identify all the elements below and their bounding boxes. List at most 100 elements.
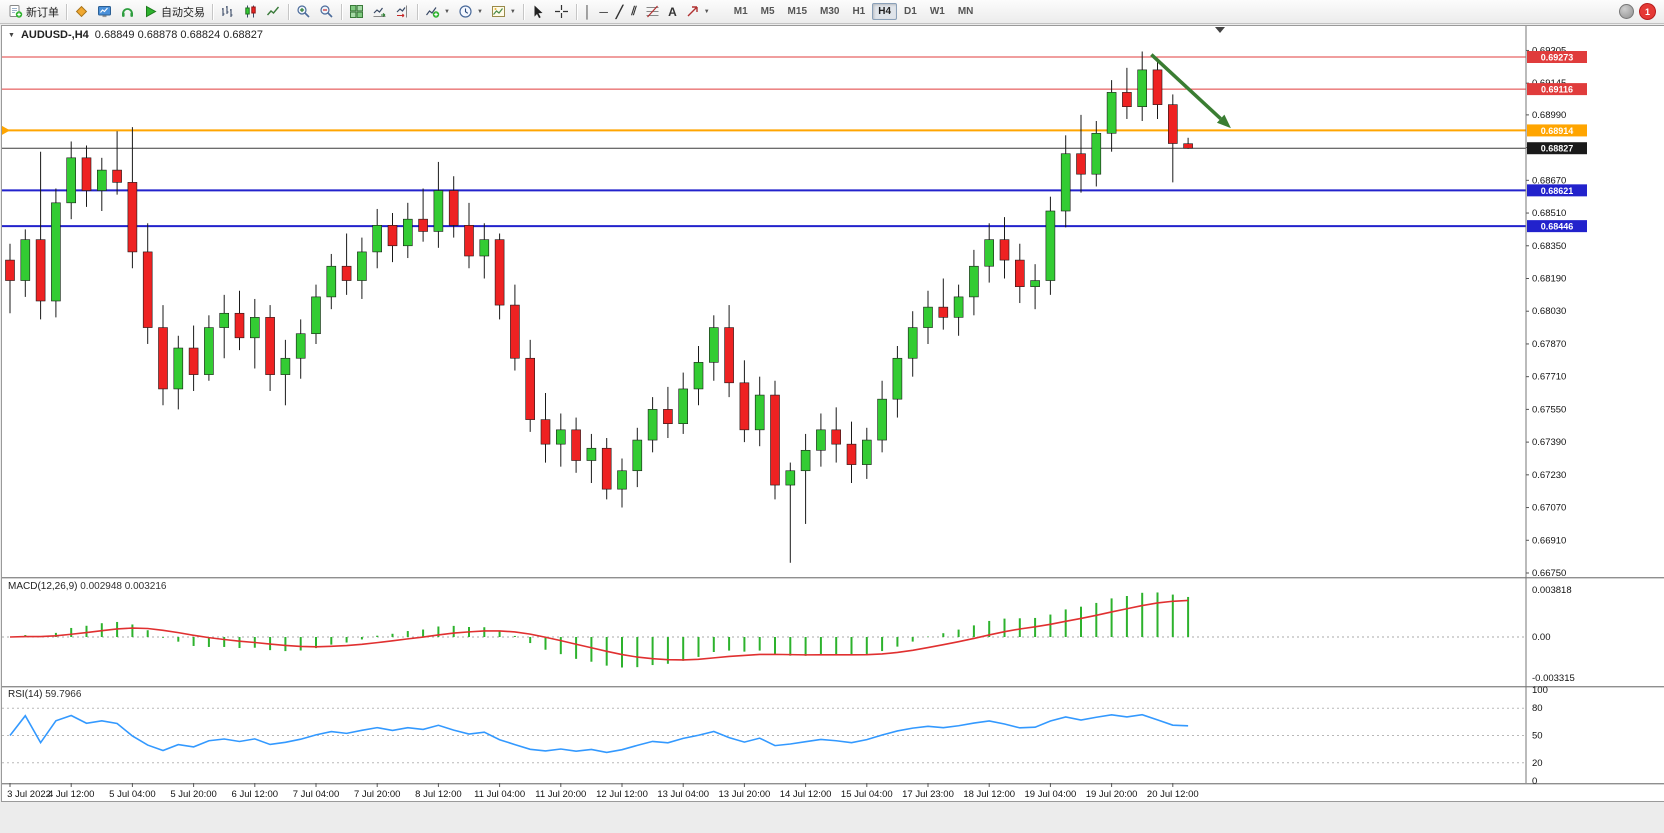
svg-text:20: 20: [1532, 758, 1543, 769]
timeframe-w1-button[interactable]: W1: [924, 3, 951, 20]
line-chart-mode-button[interactable]: [262, 2, 285, 22]
svg-text:0.67870: 0.67870: [1532, 339, 1566, 350]
status-icon[interactable]: [1619, 4, 1634, 19]
pane-separator: [2, 686, 1664, 688]
svg-text:6 Jul 12:00: 6 Jul 12:00: [232, 789, 278, 800]
vertical-line-tool-button[interactable]: │: [580, 2, 596, 22]
chart-window[interactable]: 0.693050.691450.689900.688300.686700.685…: [1, 25, 1664, 802]
rsi-label: RSI(14) 59.7966: [8, 689, 81, 700]
candlestick-mode-button[interactable]: [239, 2, 262, 22]
price-badge: 0.68621: [1527, 184, 1587, 197]
svg-text:11 Jul 20:00: 11 Jul 20:00: [535, 789, 586, 800]
timeframe-m5-button[interactable]: M5: [755, 3, 781, 20]
rsi-pane: 100 80 50 20 0: [2, 685, 1548, 787]
horizontal-line-tool-button[interactable]: ─: [595, 2, 612, 22]
line-chart-icon: [266, 6, 280, 16]
timeframe-m1-button[interactable]: M1: [728, 3, 754, 20]
timeframe-d1-button[interactable]: D1: [898, 3, 923, 20]
timeframe-m30-button[interactable]: M30: [814, 3, 845, 20]
text-tool-button[interactable]: A: [664, 2, 681, 22]
svg-text:0.68990: 0.68990: [1532, 110, 1566, 121]
svg-text:3 Jul 2022: 3 Jul 2022: [7, 789, 51, 800]
rsi-value: 59.7966: [45, 689, 82, 700]
indicators-button[interactable]: ▼: [421, 2, 454, 22]
arrows-caret-icon: ▼: [703, 8, 710, 15]
autotrading-button[interactable]: 自动交易: [139, 2, 209, 22]
metaeditor-button[interactable]: [70, 2, 93, 22]
timeframe-h4-button[interactable]: H4: [872, 3, 898, 20]
macd-values: 0.002948 0.003216: [80, 581, 167, 592]
auto-scroll-button[interactable]: [368, 2, 391, 22]
crosshair-icon: [554, 5, 568, 18]
autotrading-play-icon: [146, 5, 157, 18]
ohlc-toggle-icon[interactable]: ▼: [8, 31, 15, 39]
macd-name: MACD(12,26,9): [8, 581, 78, 592]
bar-chart-mode-button[interactable]: [216, 2, 239, 22]
zoom-out-icon: [320, 5, 333, 18]
text-tool-icon: A: [668, 4, 677, 19]
svg-text:0.69116: 0.69116: [1541, 85, 1573, 95]
pane-separator: [2, 783, 1664, 785]
timeframe-h1-button[interactable]: H1: [846, 3, 871, 20]
svg-text:0.68030: 0.68030: [1532, 306, 1566, 317]
trendline-icon: ╱: [615, 4, 624, 19]
svg-text:0.69273: 0.69273: [1541, 53, 1574, 63]
svg-text:14 Jul 12:00: 14 Jul 12:00: [780, 789, 832, 800]
svg-text:7 Jul 20:00: 7 Jul 20:00: [354, 789, 400, 800]
price-badge: 0.68827: [1527, 142, 1587, 155]
svg-text:0.68914: 0.68914: [1541, 126, 1574, 136]
cursor-tool-button[interactable]: [527, 2, 550, 22]
svg-text:50: 50: [1532, 731, 1543, 742]
svg-text:0.67070: 0.67070: [1532, 503, 1566, 514]
notifications-badge[interactable]: 1: [1639, 3, 1656, 20]
trend-arrow-annotation[interactable]: [1150, 53, 1231, 129]
svg-text:0.00: 0.00: [1532, 632, 1551, 643]
chart-shift-button[interactable]: [391, 2, 414, 22]
svg-text:0.67550: 0.67550: [1532, 404, 1566, 415]
svg-text:15 Jul 04:00: 15 Jul 04:00: [841, 789, 893, 800]
svg-text:0.68827: 0.68827: [1541, 144, 1574, 154]
svg-text:19 Jul 04:00: 19 Jul 04:00: [1025, 789, 1077, 800]
timeframe-mn-button[interactable]: MN: [952, 3, 980, 20]
svg-text:0.69305: 0.69305: [1532, 45, 1566, 56]
toolbar-separator: [341, 3, 342, 20]
arrows-tool-button[interactable]: ▼: [681, 2, 714, 22]
svg-text:8 Jul 12:00: 8 Jul 12:00: [415, 789, 461, 800]
timeframe-m15-button[interactable]: M15: [782, 3, 813, 20]
indicators-icon: [426, 7, 440, 18]
svg-text:0.67390: 0.67390: [1532, 437, 1566, 448]
price-badge: 0.69116: [1527, 83, 1587, 96]
new-order-icon: [9, 5, 23, 18]
fibonacci-tool-button[interactable]: [641, 2, 664, 22]
templates-button[interactable]: ▼: [487, 2, 520, 22]
svg-text:0.68190: 0.68190: [1532, 273, 1566, 284]
autotrading-label: 自动交易: [161, 6, 205, 19]
crosshair-tool-button[interactable]: [550, 2, 573, 22]
zoom-in-button[interactable]: [292, 2, 315, 22]
headset-icon: [122, 8, 133, 17]
price-level-lines[interactable]: [2, 56, 1526, 228]
terminal-button[interactable]: [93, 2, 116, 22]
zoom-out-button[interactable]: [315, 2, 338, 22]
periods-caret-icon: ▼: [476, 8, 483, 15]
svg-text:0.68350: 0.68350: [1532, 241, 1566, 252]
trendline-tool-button[interactable]: ╱: [612, 2, 627, 22]
main-toolbar: 新订单 自动交易: [0, 0, 1664, 24]
chart-canvas[interactable]: 0.693050.691450.689900.688300.686700.685…: [2, 26, 1664, 801]
price-badge: 0.68914: [1527, 124, 1587, 137]
vertical-line-icon: │: [583, 4, 592, 19]
headset-button[interactable]: [116, 2, 139, 22]
price-axis[interactable]: 0.693050.691450.689900.688300.686700.685…: [1526, 45, 1587, 579]
periods-button[interactable]: ▼: [454, 2, 487, 22]
channel-tool-button[interactable]: ⫽: [627, 2, 641, 22]
tile-windows-icon: [350, 5, 364, 19]
chart-shift-marker[interactable]: [1215, 27, 1225, 33]
svg-text:0.66910: 0.66910: [1532, 535, 1566, 546]
svg-text:0.68621: 0.68621: [1541, 186, 1574, 196]
toolbar-separator: [66, 3, 67, 20]
svg-text:20 Jul 12:00: 20 Jul 12:00: [1147, 789, 1199, 800]
new-order-button[interactable]: 新订单: [4, 2, 63, 22]
tile-windows-button[interactable]: [345, 2, 368, 22]
